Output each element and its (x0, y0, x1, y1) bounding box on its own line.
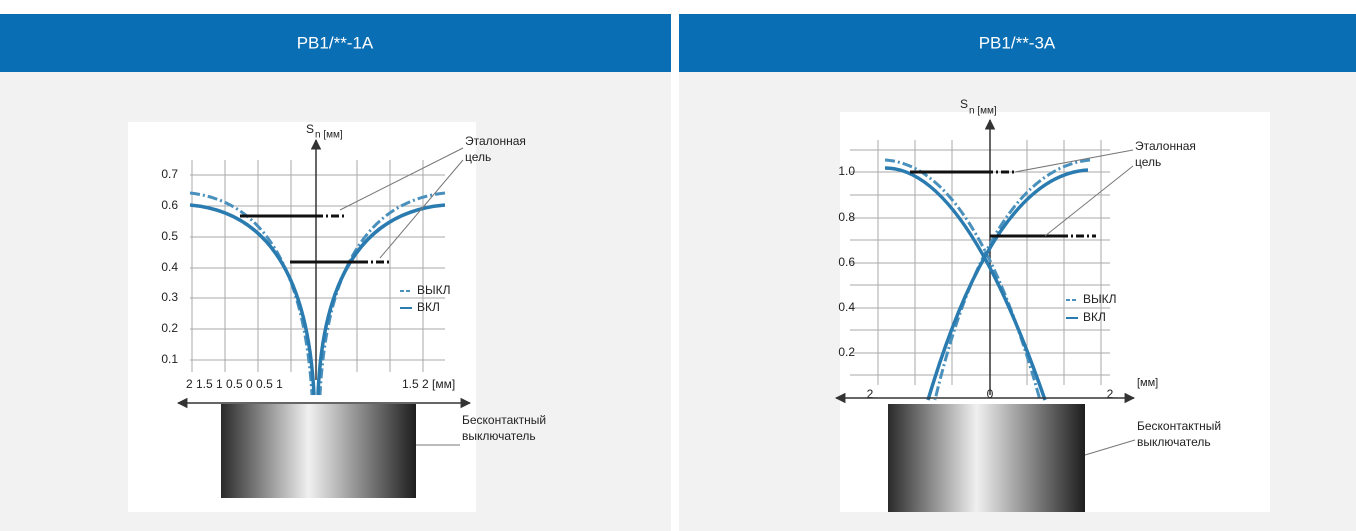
curve-on (884, 166, 1047, 401)
y-label: 0.7 (161, 167, 178, 181)
sensor-label: выключатель (462, 429, 536, 443)
sensor-label: Бесконтактный (1137, 419, 1221, 433)
leader (379, 159, 464, 259)
x-label: 0 (987, 387, 994, 401)
panel-header (679, 14, 1356, 72)
y-label: 0.3 (161, 290, 178, 304)
target-label: Эталонная (465, 134, 526, 148)
curve-off (318, 191, 446, 396)
sensor (221, 404, 416, 498)
x-label: 1.5 2 [мм] (402, 377, 455, 391)
x-label: 2 (867, 387, 874, 401)
legend-label: ВЫКЛ (417, 283, 451, 297)
sensor (888, 404, 1085, 512)
legend-label: ВЫКЛ (1083, 292, 1117, 306)
y-label: 0.6 (161, 198, 178, 212)
panel-title: PB1/**-1A (297, 33, 374, 52)
y-label: 0.4 (161, 260, 178, 274)
legend-label: ВКЛ (417, 300, 440, 314)
curve-off (933, 158, 1091, 401)
y-label: 0.8 (838, 210, 855, 224)
y-label: 0.6 (838, 255, 855, 269)
curve-off (189, 191, 314, 396)
leader (1014, 149, 1134, 173)
leader (1044, 165, 1134, 237)
sensor-label: выключатель (1137, 435, 1211, 449)
y-label: 0.2 (161, 321, 178, 335)
curve-on (189, 203, 316, 396)
target-label: цель (465, 150, 491, 164)
sensor-label: Бесконтактный (462, 413, 546, 427)
axis-label-sub: n [мм] (315, 130, 343, 141)
target-label: Эталонная (1135, 139, 1196, 153)
axis-label: S (960, 97, 968, 111)
y-label: 0.1 (161, 352, 178, 366)
curve-on (316, 203, 446, 396)
x-label: [мм] (1137, 377, 1158, 389)
y-label: 1.0 (838, 164, 855, 178)
leader (339, 147, 464, 211)
x-label: 2 (1107, 387, 1114, 401)
y-label: 0.4 (838, 300, 855, 314)
y-label: 0.5 (161, 229, 178, 243)
legend-label: ВКЛ (1083, 310, 1106, 324)
leader (1084, 439, 1136, 456)
axis-label-sub: n [мм] (969, 106, 997, 117)
y-label: 0.2 (838, 345, 855, 359)
curve-on (926, 168, 1089, 401)
panel-title: PB1/**-3A (979, 33, 1056, 52)
target-label: цель (1135, 155, 1161, 169)
axis-label: S (306, 122, 314, 136)
x-label: 2 1.5 1 0.5 0 0.5 1 (186, 377, 283, 391)
panel-header (0, 14, 671, 72)
